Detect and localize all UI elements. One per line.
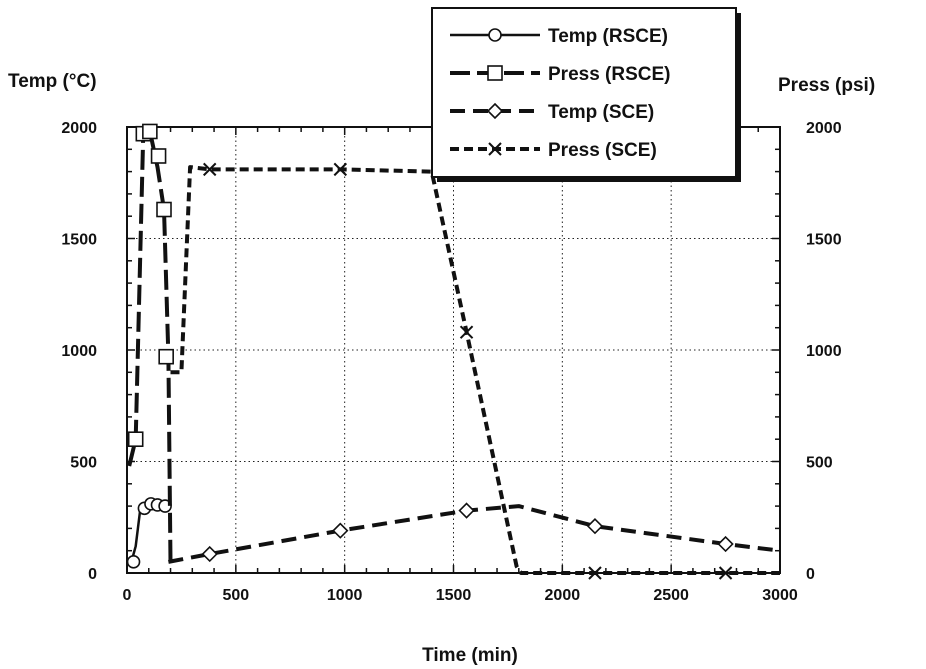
y-right-tick-label: 500 [806, 455, 833, 472]
marker-x-stroke [333, 162, 348, 177]
y-left-tick-label: 1500 [61, 232, 97, 249]
marker-square [156, 201, 172, 218]
y-right-tick-label: 1500 [806, 232, 842, 249]
y-left-tick-label: 500 [70, 455, 97, 472]
series-line [168, 504, 781, 564]
y-axis-left-title: Temp (°C) [8, 71, 97, 92]
y-left-tick-label: 1000 [61, 343, 97, 360]
series-layer [126, 123, 781, 580]
marker-diamond [486, 102, 504, 120]
marker-x-stroke [588, 566, 602, 580]
series-3 [168, 502, 781, 564]
grid-lines [127, 127, 780, 573]
legend-item-3: Temp (SCE) [450, 102, 654, 123]
y-left-tick-label: 2000 [61, 120, 97, 137]
series-4 [170, 162, 780, 580]
marker-diamond [458, 502, 475, 519]
legend-label: Temp (SCE) [548, 102, 654, 123]
y-right-tick-label: 1000 [806, 343, 842, 360]
x-axis-title: Time (min) [422, 645, 518, 666]
marker-x-stroke [488, 142, 502, 156]
marker-x-stroke [718, 566, 733, 580]
marker-diamond [201, 545, 218, 563]
legend-item-1: Temp (RSCE) [450, 26, 668, 47]
marker-diamond [717, 535, 734, 553]
series-line [130, 502, 169, 563]
series-line [127, 125, 173, 562]
y-left-tick-label: 0 [88, 566, 97, 583]
legend-label: Press (SCE) [548, 140, 657, 161]
x-tick-label: 0 [123, 587, 132, 604]
tick-labels: 0 500 1000 1500 2000 2500 3000 0 500 1000 1500 2000… [61, 120, 841, 604]
legend: Temp (RSCE) Press (RSCE) Temp (SCE) Press (… [431, 7, 741, 182]
legend-label: Temp (RSCE) [548, 26, 668, 47]
x-tick-label: 1500 [436, 587, 472, 604]
marker-diamond [586, 518, 604, 535]
y-axis-right-title: Press (psi) [778, 75, 875, 96]
marker-square [142, 123, 158, 140]
x-tick-label: 2000 [545, 587, 581, 604]
x-tick-label: 3000 [762, 587, 798, 604]
series-2 [127, 123, 174, 562]
x-tick-label: 2500 [653, 587, 689, 604]
series-line [170, 165, 780, 575]
marker-square [158, 348, 174, 365]
marker-circle [488, 28, 502, 42]
legend-label: Press (RSCE) [548, 64, 671, 85]
marker-circle [126, 555, 141, 569]
legend-items: Temp (RSCE) Press (RSCE) Temp (SCE) Press (… [450, 26, 671, 161]
marker-square [127, 431, 144, 448]
marker-square [487, 65, 503, 81]
y-right-tick-label: 2000 [806, 120, 842, 137]
legend-item-4: Press (SCE) [450, 140, 657, 161]
legend-item-2: Press (RSCE) [450, 64, 671, 85]
marker-x-stroke [459, 325, 474, 339]
marker-diamond [332, 522, 349, 539]
x-tick-label: 500 [222, 587, 249, 604]
marker-x-stroke [203, 162, 217, 177]
series-1 [126, 497, 172, 569]
y-right-tick-label: 0 [806, 566, 815, 583]
x-tick-label: 1000 [327, 587, 363, 604]
marker-square [150, 148, 167, 164]
